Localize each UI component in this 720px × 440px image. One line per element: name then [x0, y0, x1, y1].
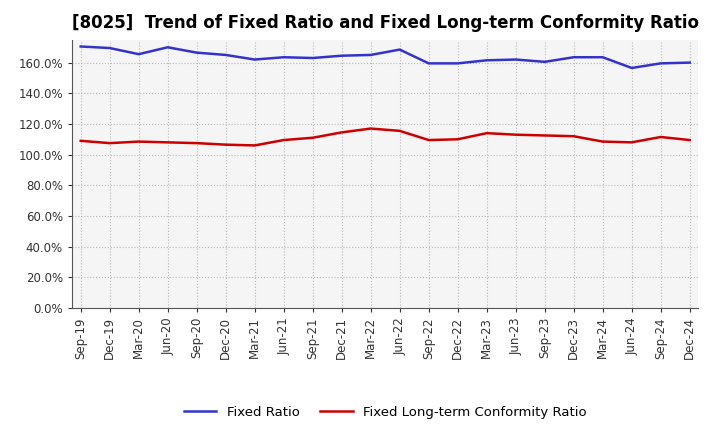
Fixed Long-term Conformity Ratio [482, 131, 491, 136]
Fixed Ratio [366, 52, 375, 58]
Fixed Ratio [308, 55, 317, 61]
Fixed Ratio [76, 44, 85, 49]
Fixed Long-term Conformity Ratio [598, 139, 607, 144]
Fixed Ratio [395, 47, 404, 52]
Fixed Ratio [570, 55, 578, 60]
Fixed Ratio [627, 65, 636, 70]
Fixed Long-term Conformity Ratio [424, 137, 433, 143]
Fixed Long-term Conformity Ratio [308, 135, 317, 140]
Fixed Ratio [541, 59, 549, 65]
Fixed Ratio [598, 55, 607, 60]
Fixed Long-term Conformity Ratio [221, 142, 230, 147]
Fixed Ratio [424, 61, 433, 66]
Fixed Long-term Conformity Ratio [135, 139, 143, 144]
Fixed Long-term Conformity Ratio [454, 137, 462, 142]
Fixed Long-term Conformity Ratio [338, 130, 346, 135]
Line: Fixed Long-term Conformity Ratio: Fixed Long-term Conformity Ratio [81, 128, 690, 146]
Fixed Ratio [251, 57, 259, 62]
Fixed Ratio [221, 52, 230, 58]
Fixed Long-term Conformity Ratio [570, 134, 578, 139]
Fixed Long-term Conformity Ratio [105, 140, 114, 146]
Fixed Ratio [192, 50, 201, 55]
Fixed Ratio [454, 61, 462, 66]
Fixed Ratio [685, 60, 694, 65]
Fixed Long-term Conformity Ratio [657, 134, 665, 139]
Fixed Ratio [657, 61, 665, 66]
Fixed Long-term Conformity Ratio [192, 140, 201, 146]
Fixed Ratio [482, 58, 491, 63]
Fixed Long-term Conformity Ratio [279, 137, 288, 143]
Fixed Ratio [279, 55, 288, 60]
Fixed Long-term Conformity Ratio [163, 140, 172, 145]
Fixed Ratio [105, 45, 114, 51]
Fixed Long-term Conformity Ratio [395, 128, 404, 133]
Legend: Fixed Ratio, Fixed Long-term Conformity Ratio: Fixed Ratio, Fixed Long-term Conformity … [179, 400, 592, 424]
Fixed Long-term Conformity Ratio [76, 138, 85, 143]
Fixed Long-term Conformity Ratio [251, 143, 259, 148]
Fixed Ratio [511, 57, 520, 62]
Fixed Long-term Conformity Ratio [627, 140, 636, 145]
Fixed Ratio [338, 53, 346, 59]
Fixed Ratio [135, 51, 143, 57]
Title: [8025]  Trend of Fixed Ratio and Fixed Long-term Conformity Ratio: [8025] Trend of Fixed Ratio and Fixed Lo… [72, 15, 698, 33]
Fixed Long-term Conformity Ratio [685, 137, 694, 143]
Fixed Long-term Conformity Ratio [366, 126, 375, 131]
Fixed Ratio [163, 44, 172, 50]
Line: Fixed Ratio: Fixed Ratio [81, 47, 690, 68]
Fixed Long-term Conformity Ratio [511, 132, 520, 137]
Fixed Long-term Conformity Ratio [541, 133, 549, 138]
